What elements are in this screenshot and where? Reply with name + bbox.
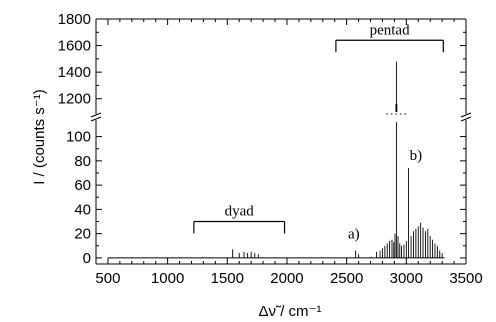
data-layer <box>107 61 445 259</box>
axes-layer: 500 1000 1500 2000 2500 3000 3500 0 20 40 60 80 100 1… <box>58 11 483 287</box>
x-tick-label: 2000 <box>270 270 303 287</box>
annotation-label: a) <box>348 227 360 243</box>
x-axis-label: Δν̃ / cm⁻¹ <box>259 303 322 320</box>
y-tick-label-upper: 1200 <box>58 91 91 108</box>
annotation-label: b) <box>410 148 423 164</box>
y-tick-label-lower: 0 <box>83 250 91 267</box>
x-tick-label: 1000 <box>151 270 184 287</box>
y-tick-label-lower: 60 <box>74 177 91 194</box>
x-tick-label: 2500 <box>330 270 363 287</box>
y-tick-label-lower: 20 <box>74 226 91 243</box>
y-tick-label-upper: 1600 <box>58 38 91 55</box>
x-tick-label: 3000 <box>390 270 423 287</box>
annotations-layer: dyad pentad a) b) <box>193 22 444 243</box>
axis-break-mark-right-2 <box>460 116 472 122</box>
annotation-dyad: dyad <box>225 204 255 220</box>
x-tick-label: 500 <box>95 270 120 287</box>
y-tick-label-upper: 1400 <box>58 64 91 81</box>
annotation-pentad: pentad <box>370 22 410 38</box>
x-tick-label: 1500 <box>211 270 244 287</box>
axis-break-mark-left-1 <box>90 112 102 118</box>
y-tick-label-upper: 1800 <box>58 11 91 28</box>
y-tick-label-lower: 40 <box>74 201 91 218</box>
y-tick-label-lower: 100 <box>66 129 91 146</box>
y-axis-label: I / (counts s⁻¹) <box>31 89 48 184</box>
y-tick-label-lower: 80 <box>74 153 91 170</box>
axis-break-mark-left-2 <box>90 116 102 122</box>
x-tick-label: 3500 <box>449 270 482 287</box>
axis-break-mark-right-1 <box>460 112 472 118</box>
